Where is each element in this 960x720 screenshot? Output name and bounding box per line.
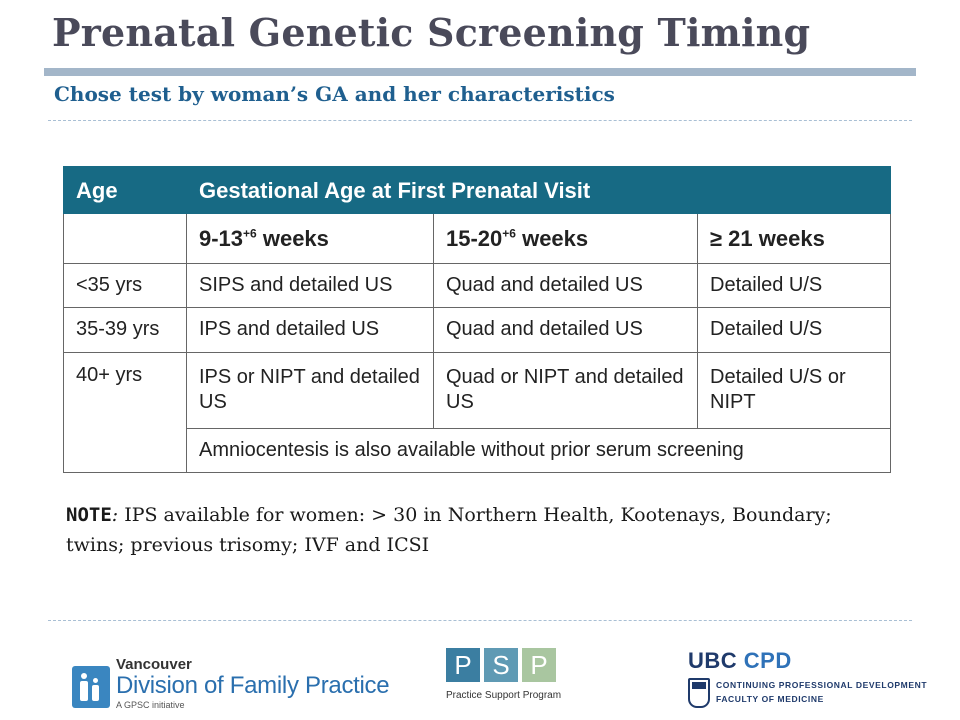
note-colon: : — [111, 504, 119, 526]
weeks-age-blank — [63, 212, 187, 265]
table-row: <35 yrs SIPS and detailed US Quad and de… — [63, 263, 892, 309]
ubc-faculty-line: FACULTY OF MEDICINE — [716, 694, 824, 704]
family-icon — [72, 666, 110, 708]
ubc-cpd-wordmark: UBC CPD — [688, 648, 792, 673]
psp-letter-p2: P — [522, 648, 556, 682]
ubc-cpd-line: CONTINUING PROFESSIONAL DEVELOPMENT — [716, 680, 928, 690]
bottom-divider — [48, 620, 912, 621]
ubc-cpd-logo: UBC CPD CONTINUING PROFESSIONAL DEVELOPM… — [688, 648, 927, 718]
header-gestational-age: Gestational Age at First Prenatal Visit — [185, 166, 892, 214]
vdfp-name: Division of Family Practice — [116, 672, 390, 699]
cell-9-13-weeks: SIPS and detailed US — [186, 263, 434, 309]
psp-letter-p: P — [446, 648, 480, 682]
psp-logo: P S P Practice Support Program — [446, 648, 566, 708]
cell-9-13-weeks: IPS and detailed US — [186, 307, 434, 353]
age-cell: 40+ yrs — [63, 351, 187, 473]
cell-15-20-weeks: Quad and detailed US — [433, 263, 698, 309]
note-body: IPS available for women: > 30 in Norther… — [66, 504, 832, 556]
psp-letter-s: S — [484, 648, 518, 682]
table-header-row: Age Gestational Age at First Prenatal Vi… — [63, 166, 892, 214]
note-text: NOTE: IPS available for women: > 30 in N… — [66, 500, 886, 560]
amniocentesis-note: Amniocentesis is also available without … — [185, 427, 892, 474]
cell-15-20-weeks: Quad and detailed US — [433, 307, 698, 353]
weeks-col-1: 9-13+6 weeks — [186, 212, 434, 265]
cell-21-weeks: Detailed U/S — [696, 263, 892, 309]
slide-subtitle: Chose test by woman’s GA and her charact… — [54, 82, 615, 106]
table-row: 40+ yrs IPS or NIPT and detailed US Quad… — [63, 351, 892, 473]
title-underline — [44, 68, 916, 76]
header-age: Age — [63, 166, 187, 214]
weeks-col-3: ≥ 21 weeks — [696, 212, 892, 265]
vancouver-division-logo: Vancouver Division of Family Practice A … — [72, 656, 390, 712]
weeks-col-2: 15-20+6 weeks — [433, 212, 698, 265]
weeks-row: 9-13+6 weeks 15-20+6 weeks ≥ 21 weeks — [63, 212, 892, 265]
slide-title: Prenatal Genetic Screening Timing — [52, 10, 811, 55]
vdfp-city: Vancouver — [116, 656, 192, 673]
age-cell: 35-39 yrs — [63, 307, 187, 353]
screening-table: Age Gestational Age at First Prenatal Vi… — [63, 166, 892, 474]
age-cell: <35 yrs — [63, 263, 187, 309]
vdfp-tagline: A GPSC initiative — [116, 700, 185, 710]
footnote-row: Amniocentesis is also available without … — [64, 427, 892, 474]
screening-table-container: Age Gestational Age at First Prenatal Vi… — [63, 166, 892, 474]
cell-9-13-weeks: IPS or NIPT and detailed US — [186, 351, 434, 429]
cell-21-weeks: Detailed U/S — [696, 307, 892, 353]
table-row: 35-39 yrs IPS and detailed US Quad and d… — [63, 307, 892, 353]
psp-caption: Practice Support Program — [446, 690, 562, 701]
note-label: NOTE — [66, 504, 112, 526]
top-divider — [48, 120, 912, 121]
ubc-crest-icon — [688, 678, 710, 708]
cell-21-weeks: Detailed U/S or NIPT — [696, 351, 892, 429]
cell-15-20-weeks: Quad or NIPT and detailed US — [433, 351, 698, 429]
